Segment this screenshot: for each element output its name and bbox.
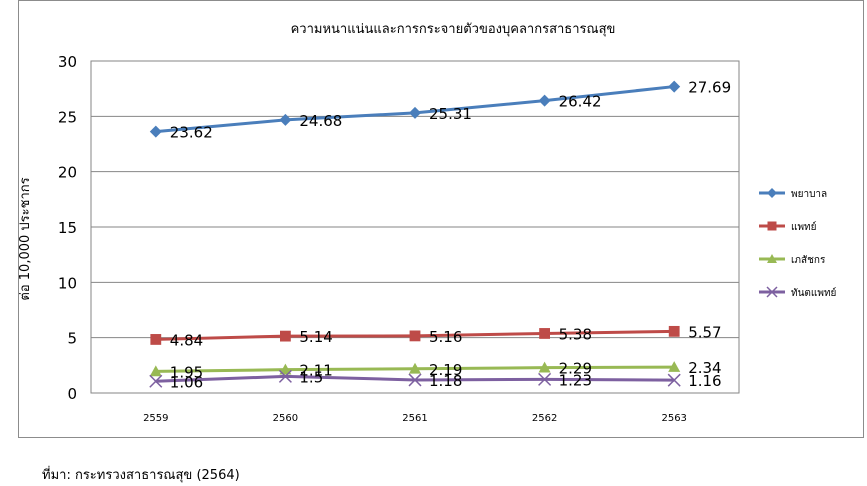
x-tick-label: 2559 xyxy=(143,413,168,424)
legend-label: ทันตแพทย์ xyxy=(791,287,836,299)
data-point-marker xyxy=(767,254,777,263)
chart-title: ความหนาแน่นและการกระจายตัวของบุคลากรสาธา… xyxy=(291,22,616,37)
y-tick-label: 20 xyxy=(58,164,77,182)
data-label: 5.38 xyxy=(559,325,592,343)
data-label: 5.14 xyxy=(299,328,332,346)
data-point-marker xyxy=(278,369,292,383)
data-point-marker xyxy=(767,221,777,231)
data-label: 1.18 xyxy=(429,372,462,390)
data-point-marker xyxy=(539,328,550,339)
data-label: 23.62 xyxy=(170,124,213,142)
data-point-marker xyxy=(149,365,162,377)
data-label: 1.95 xyxy=(170,363,203,381)
y-axis-label: ต่อ 10,000 ประชากร xyxy=(19,177,33,300)
data-label: 5.16 xyxy=(429,328,462,346)
x-tick-label: 2562 xyxy=(532,413,557,424)
data-label: 1.23 xyxy=(559,371,592,389)
data-label: 2.29 xyxy=(559,360,592,378)
x-tick-label: 2561 xyxy=(402,413,427,424)
data-point-marker xyxy=(409,330,421,342)
data-label: 1.06 xyxy=(170,373,203,391)
y-tick-label: 5 xyxy=(67,330,77,348)
data-point-marker xyxy=(668,361,681,372)
data-point-marker xyxy=(409,106,421,119)
data-label: 26.42 xyxy=(559,93,602,111)
data-label: 5.57 xyxy=(688,323,721,341)
y-tick-label: 30 xyxy=(58,53,77,71)
data-point-marker xyxy=(766,286,778,298)
data-point-marker xyxy=(149,125,162,138)
data-label: 2.11 xyxy=(299,362,332,380)
data-point-marker xyxy=(538,94,551,107)
data-point-marker xyxy=(767,188,777,198)
data-label: 25.31 xyxy=(429,105,472,123)
chart-frame: ความหนาแน่นและการกระจายตัวของบุคลากรสาธา… xyxy=(18,0,864,438)
data-point-marker xyxy=(668,80,681,93)
y-tick-label: 0 xyxy=(67,385,77,403)
data-label: 4.84 xyxy=(170,331,203,349)
data-label: 24.68 xyxy=(299,112,342,130)
y-tick-label: 10 xyxy=(58,274,77,292)
data-point-marker xyxy=(409,362,421,374)
x-tick-label: 2560 xyxy=(273,413,298,424)
data-label: 1.16 xyxy=(688,372,721,390)
data-point-marker xyxy=(149,374,163,388)
x-tick-label: 2563 xyxy=(661,413,686,424)
legend-label: พยาบาล xyxy=(791,189,827,200)
data-point-marker xyxy=(538,361,551,373)
data-label: 1.5 xyxy=(299,368,323,386)
legend-label: แพทย์ xyxy=(791,221,817,233)
data-label: 2.19 xyxy=(429,361,462,379)
line-chart: ความหนาแน่นและการกระจายตัวของบุคลากรสาธา… xyxy=(18,22,836,424)
data-point-marker xyxy=(667,373,681,387)
data-label: 2.34 xyxy=(688,359,721,377)
y-tick-label: 25 xyxy=(58,108,77,126)
data-point-marker xyxy=(279,113,292,126)
data-label: 27.69 xyxy=(688,79,731,97)
y-tick-label: 15 xyxy=(58,219,77,237)
data-point-marker xyxy=(150,334,162,345)
data-point-marker xyxy=(408,373,422,387)
legend-label: เภสัชกร xyxy=(791,255,826,266)
data-point-marker xyxy=(279,363,292,375)
data-point-marker xyxy=(668,325,680,337)
source-note: ที่มา: กระทรวงสาธารณสุข (2564) xyxy=(42,468,240,483)
data-point-marker xyxy=(280,330,291,342)
data-point-marker xyxy=(538,372,552,386)
